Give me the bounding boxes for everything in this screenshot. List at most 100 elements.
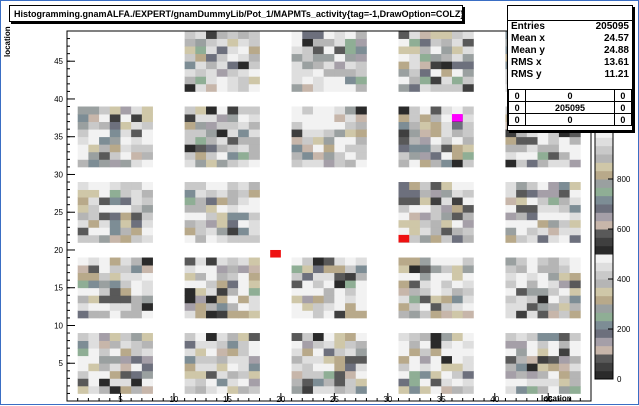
heatmap-cell xyxy=(409,61,421,70)
heatmap-cell xyxy=(238,272,250,281)
palette-segment xyxy=(595,329,613,338)
heatmap-cell xyxy=(419,136,431,145)
heatmap-cell xyxy=(441,340,453,349)
heatmap-cell xyxy=(334,355,346,364)
heatmap-cell xyxy=(419,159,431,168)
heatmap-cell xyxy=(451,212,464,221)
heatmap-cell xyxy=(398,121,410,130)
heatmap-cell xyxy=(77,310,89,319)
heatmap-cell xyxy=(505,348,517,357)
palette-segment xyxy=(595,195,613,205)
heatmap-cell xyxy=(569,295,581,304)
heatmap-cell xyxy=(248,363,260,372)
heatmap-cell xyxy=(312,159,325,168)
heatmap-cell xyxy=(88,136,100,145)
heatmap-cell xyxy=(516,265,528,274)
heatmap-cell xyxy=(430,363,442,372)
heatmap-cell xyxy=(462,46,474,55)
heatmap-cell xyxy=(109,363,121,372)
heatmap-cell xyxy=(216,197,228,206)
heatmap-cell xyxy=(451,370,464,379)
heatmap-cell xyxy=(334,295,346,304)
heatmap-cell xyxy=(184,38,196,47)
heatmap-cell xyxy=(302,287,314,296)
heatmap-cell xyxy=(195,136,207,145)
heatmap-cell xyxy=(451,272,464,281)
heatmap-cell xyxy=(409,204,421,213)
heatmap-cell xyxy=(312,53,325,62)
heatmap-cell xyxy=(291,106,303,115)
heatmap-cell xyxy=(238,182,250,190)
heatmap-cell xyxy=(99,227,111,236)
heatmap-cell xyxy=(345,302,357,311)
heatmap-cell xyxy=(548,197,560,206)
heatmap-cell xyxy=(88,144,100,153)
heatmap-cell xyxy=(345,53,357,62)
heatmap-cell xyxy=(334,46,346,55)
heatmap-cell xyxy=(206,204,218,213)
heatmap-cell xyxy=(77,348,89,357)
heatmap-cell xyxy=(131,355,143,364)
heatmap-cell xyxy=(120,378,132,387)
heatmap-cell xyxy=(409,114,421,123)
heatmap-cell xyxy=(206,31,218,39)
heatmap-cell xyxy=(206,219,218,228)
heatmap-cell xyxy=(141,227,153,236)
heatmap-cell xyxy=(248,378,260,387)
plot-frame xyxy=(66,30,592,402)
heatmap-cell xyxy=(441,121,453,130)
heatmap-cell xyxy=(141,348,153,357)
heatmap-cell xyxy=(141,370,153,379)
heatmap-cell xyxy=(462,302,474,311)
heatmap-cell xyxy=(131,287,143,296)
heatmap-cell xyxy=(441,370,453,379)
heatmap-cell xyxy=(505,378,517,387)
heatmap-cell xyxy=(109,151,121,160)
heatmap-cell xyxy=(419,340,431,349)
heatmap-cell xyxy=(195,212,207,221)
stat-value: 24.57 xyxy=(603,33,629,44)
heatmap-cell xyxy=(430,348,442,357)
heatmap-cell xyxy=(77,257,89,266)
heatmap-cell xyxy=(505,197,517,206)
heatmap-cell xyxy=(216,257,228,266)
heatmap-cell xyxy=(227,189,239,198)
heatmap-cell xyxy=(323,53,335,62)
heatmap-cell xyxy=(537,144,549,153)
stat-label: RMS x xyxy=(511,57,542,68)
heatmap-cell xyxy=(548,287,560,296)
heatmap-cell xyxy=(77,144,89,153)
heatmap-cell xyxy=(195,227,207,236)
heatmap-cell xyxy=(184,136,196,145)
heatmap-cell xyxy=(109,159,121,168)
heatmap-cell xyxy=(323,61,335,70)
heatmap-cell xyxy=(355,385,367,394)
heatmap-cell xyxy=(441,212,453,221)
heatmap-cell xyxy=(355,136,367,145)
heatmap-cell xyxy=(462,272,474,281)
heatmap-cell xyxy=(141,189,153,198)
heatmap-cell xyxy=(312,265,325,274)
heatmap-cell xyxy=(441,61,453,70)
heatmap-cell xyxy=(441,234,453,243)
heatmap-cell xyxy=(206,61,218,70)
heatmap-cell xyxy=(99,378,111,387)
heatmap-cell xyxy=(216,378,228,387)
heatmap-cell xyxy=(88,189,100,198)
heatmap-cell xyxy=(569,272,581,281)
table-cell: 0 xyxy=(507,113,527,126)
heatmap-cell xyxy=(569,385,581,394)
y-tick-label: 10 xyxy=(54,321,63,330)
heatmap-cell xyxy=(345,38,357,47)
heatmap-cell xyxy=(430,114,442,123)
heatmap-cell xyxy=(451,265,464,274)
palette-segment xyxy=(595,154,613,163)
heatmap-cell xyxy=(558,204,571,213)
heatmap-cell xyxy=(355,31,367,39)
heatmap-cell xyxy=(441,31,453,39)
heatmap-cell xyxy=(526,302,538,311)
heatmap-cell xyxy=(419,114,431,123)
palette-segment xyxy=(595,304,613,313)
palette-segment xyxy=(595,237,613,247)
heatmap-cell xyxy=(334,144,346,153)
